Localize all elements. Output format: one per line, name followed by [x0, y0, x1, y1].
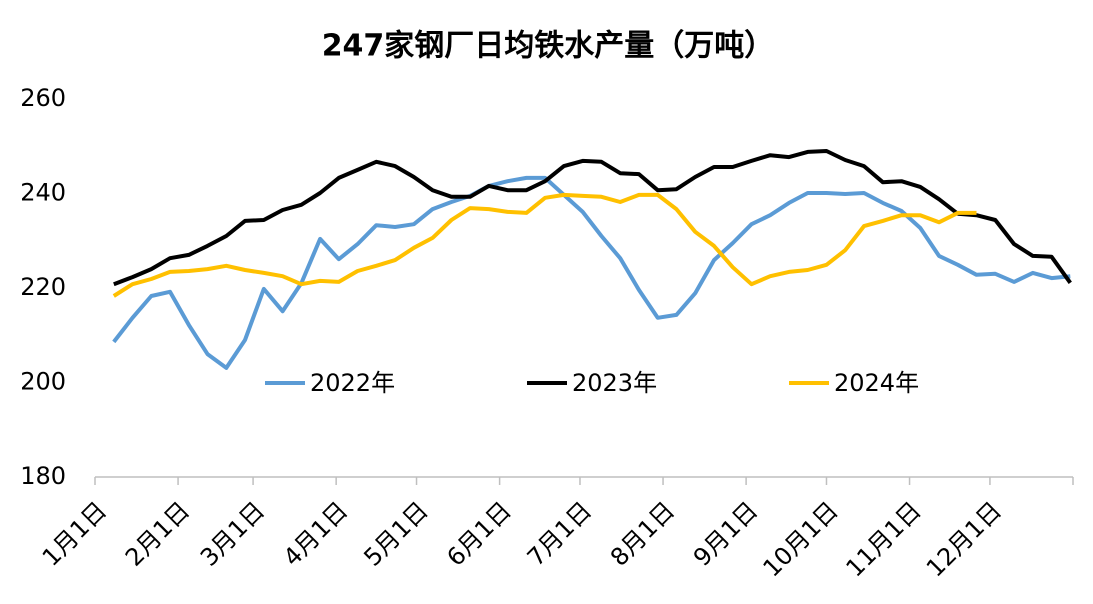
legend-label: 2023年 — [572, 369, 657, 397]
x-tick-label: 6月1日 — [441, 496, 516, 571]
x-tick-label: 3月1日 — [195, 496, 270, 571]
y-tick-label: 180 — [20, 462, 66, 490]
series-line — [112, 192, 977, 298]
x-tick-label: 12月1日 — [921, 496, 1007, 582]
y-tick-label: 240 — [20, 179, 66, 207]
legend-label: 2024年 — [834, 369, 919, 397]
x-tick-label: 9月1日 — [688, 496, 763, 571]
x-tick-label: 10月1日 — [758, 496, 844, 582]
x-tick-label: 11月1日 — [841, 496, 927, 582]
x-tick-label: 4月1日 — [278, 496, 353, 571]
y-tick-label: 200 — [20, 368, 66, 396]
x-tick-label: 7月1日 — [522, 496, 597, 571]
series-line — [112, 175, 1071, 370]
y-tick-label: 220 — [20, 273, 66, 301]
x-tick-label: 2月1日 — [120, 496, 195, 571]
x-tick-label: 5月1日 — [358, 496, 433, 571]
y-tick-label: 260 — [20, 84, 66, 112]
chart-title: 247家钢厂日均铁水产量（万吨） — [322, 29, 775, 64]
series-line — [113, 149, 1072, 287]
x-tick-label: 8月1日 — [605, 496, 680, 571]
x-tick-label: 1月1日 — [37, 496, 112, 571]
legend-label: 2022年 — [310, 369, 395, 397]
